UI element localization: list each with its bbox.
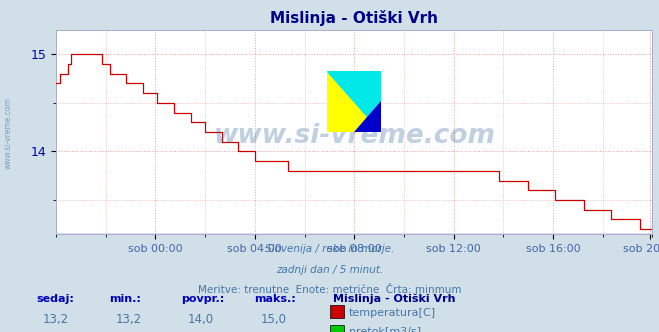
Text: temperatura[C]: temperatura[C] bbox=[349, 308, 436, 318]
Text: 13,2: 13,2 bbox=[43, 313, 69, 326]
Text: Mislinja - Otiški Vrh: Mislinja - Otiški Vrh bbox=[333, 294, 455, 304]
Text: www.si-vreme.com: www.si-vreme.com bbox=[3, 97, 13, 169]
Text: Slovenija / reke in morje.: Slovenija / reke in morje. bbox=[265, 244, 394, 254]
Text: 13,2: 13,2 bbox=[115, 313, 142, 326]
Text: zadnji dan / 5 minut.: zadnji dan / 5 minut. bbox=[276, 265, 383, 275]
Polygon shape bbox=[354, 101, 381, 132]
Text: maks.:: maks.: bbox=[254, 294, 295, 304]
Polygon shape bbox=[328, 71, 381, 132]
Title: Mislinja - Otiški Vrh: Mislinja - Otiški Vrh bbox=[270, 10, 438, 26]
Polygon shape bbox=[328, 71, 381, 132]
Text: Meritve: trenutne  Enote: metrične  Črta: minmum: Meritve: trenutne Enote: metrične Črta: … bbox=[198, 285, 461, 295]
Text: min.:: min.: bbox=[109, 294, 140, 304]
Text: povpr.:: povpr.: bbox=[181, 294, 225, 304]
Text: sedaj:: sedaj: bbox=[36, 294, 74, 304]
Text: 15,0: 15,0 bbox=[260, 313, 286, 326]
Text: pretok[m3/s]: pretok[m3/s] bbox=[349, 327, 420, 332]
Text: www.si-vreme.com: www.si-vreme.com bbox=[214, 123, 495, 149]
Text: 14,0: 14,0 bbox=[188, 313, 214, 326]
